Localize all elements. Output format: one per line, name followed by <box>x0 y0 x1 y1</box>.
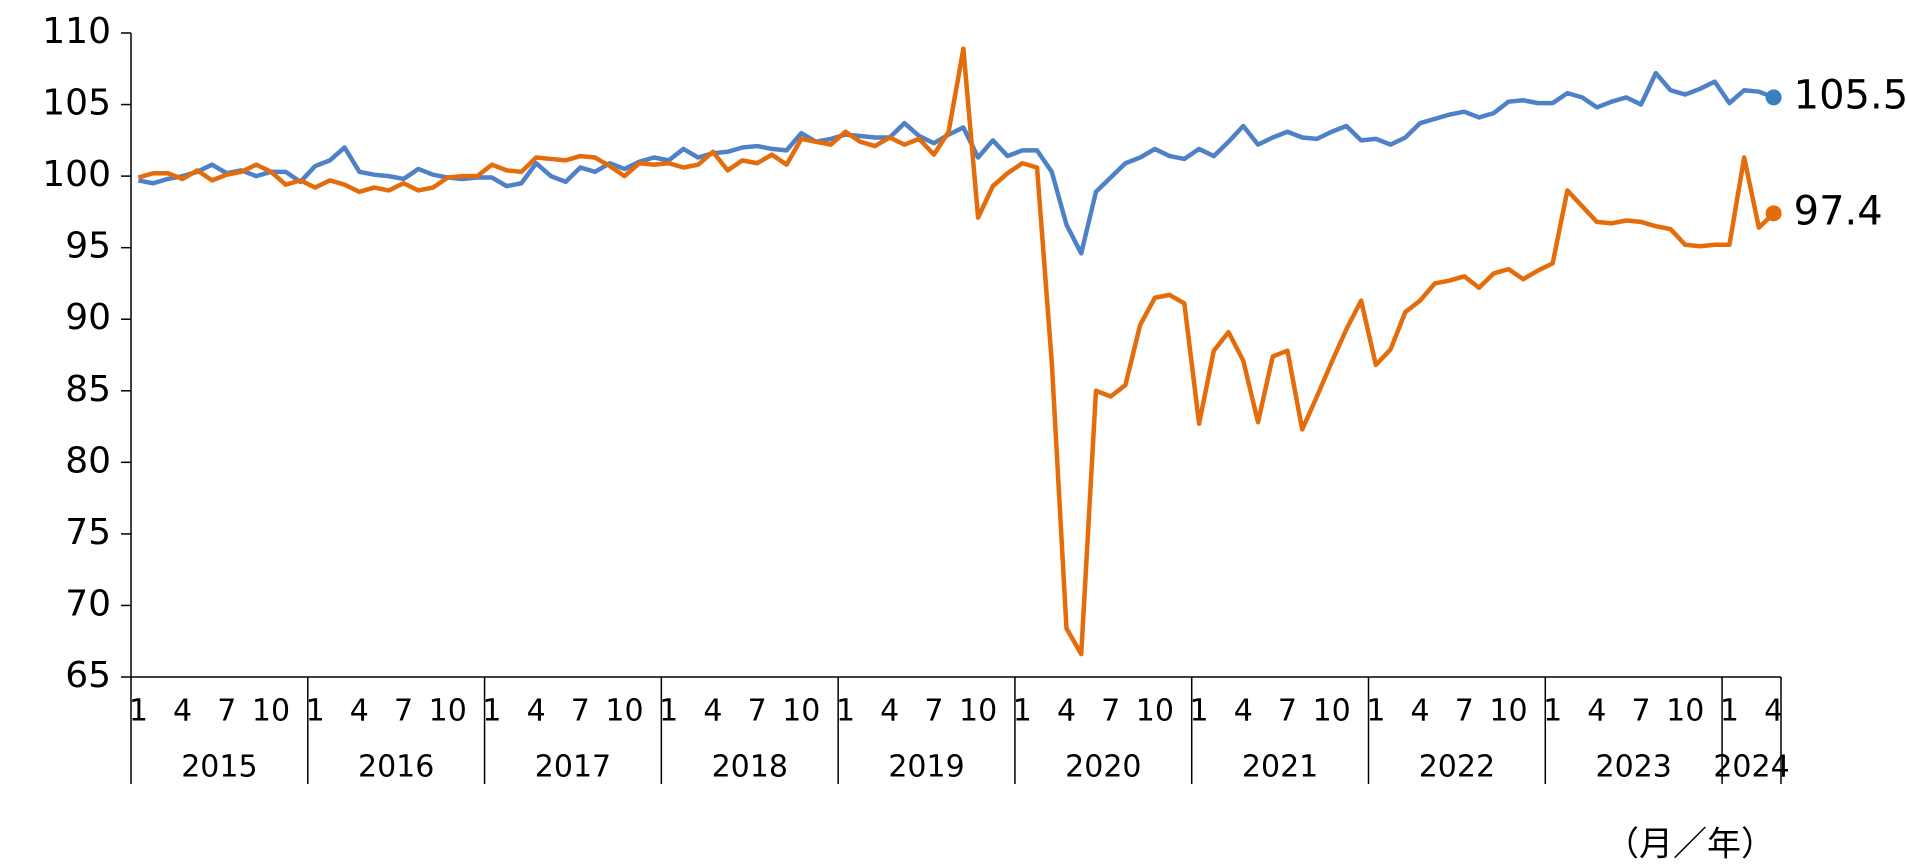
x-tick-label: 10 <box>782 694 820 729</box>
year-label: 2020 <box>1065 750 1141 785</box>
series-line <box>137 46 1776 657</box>
year-label: 2016 <box>358 750 434 785</box>
x-tick-label: 4 <box>880 694 899 729</box>
y-tick-label: 65 <box>65 655 111 696</box>
y-tick-label: 95 <box>65 226 111 267</box>
x-tick-label: 10 <box>429 694 467 729</box>
y-tick-label: 100 <box>42 154 111 195</box>
y-tick-label: 85 <box>65 369 111 410</box>
x-tick-label: 10 <box>1489 694 1527 729</box>
x-tick-label: 4 <box>1411 694 1430 729</box>
x-tick-label: 7 <box>748 694 767 729</box>
year-label: 2017 <box>535 750 611 785</box>
x-tick-label: 7 <box>1101 694 1120 729</box>
x-tick-label: 7 <box>217 694 236 729</box>
x-tick-label: 1 <box>129 694 148 729</box>
y-tick-label: 80 <box>65 440 111 481</box>
x-tick-label: 1 <box>659 694 678 729</box>
value-label: 105.5 <box>1794 72 1906 118</box>
year-label: 2023 <box>1595 750 1671 785</box>
x-tick-label: 1 <box>1190 694 1209 729</box>
x-tick-label: 10 <box>1313 694 1351 729</box>
x-tick-label: 4 <box>1764 694 1783 729</box>
x-tick-label: 7 <box>571 694 590 729</box>
x-tick-label: 1 <box>1720 694 1739 729</box>
x-tick-label: 10 <box>1136 694 1174 729</box>
x-tick-label: 1 <box>836 694 855 729</box>
year-label: 2019 <box>888 750 964 785</box>
x-tick-label: 4 <box>350 694 369 729</box>
x-tick-label: 4 <box>1234 694 1253 729</box>
year-label: 2022 <box>1419 750 1495 785</box>
x-tick-label: 7 <box>1455 694 1474 729</box>
x-tick-label: 7 <box>394 694 413 729</box>
x-tick-label: 1 <box>482 694 501 729</box>
end-marker <box>1765 89 1782 106</box>
year-label: 2021 <box>1242 750 1318 785</box>
x-tick-label: 1 <box>306 694 325 729</box>
year-label: 2015 <box>181 750 257 785</box>
x-tick-label: 10 <box>605 694 643 729</box>
x-tick-label: 10 <box>959 694 997 729</box>
year-label: 2018 <box>712 750 788 785</box>
series-line <box>137 70 1775 256</box>
x-tick-label: 7 <box>1278 694 1297 729</box>
end-marker <box>1765 205 1782 222</box>
x-tick-label: 10 <box>252 694 290 729</box>
value-label: 97.4 <box>1794 188 1883 234</box>
x-tick-label: 1 <box>1543 694 1562 729</box>
y-tick-label: 70 <box>65 583 111 624</box>
x-tick-label: 1 <box>1366 694 1385 729</box>
y-tick-label: 105 <box>42 83 111 124</box>
y-tick-label: 110 <box>42 11 111 52</box>
x-axis-label: （月／年） <box>1605 825 1775 865</box>
x-tick-label: 7 <box>924 694 943 729</box>
x-tick-label: 4 <box>1057 694 1076 729</box>
x-tick-label: 1 <box>1013 694 1032 729</box>
y-tick-label: 90 <box>65 297 111 338</box>
x-tick-label: 4 <box>1587 694 1606 729</box>
x-tick-label: 4 <box>173 694 192 729</box>
x-tick-label: 7 <box>1631 694 1650 729</box>
x-tick-label: 4 <box>703 694 722 729</box>
x-tick-label: 4 <box>527 694 546 729</box>
x-tick-label: 10 <box>1666 694 1704 729</box>
y-tick-label: 75 <box>65 512 111 553</box>
year-label: 2024 <box>1713 750 1789 785</box>
